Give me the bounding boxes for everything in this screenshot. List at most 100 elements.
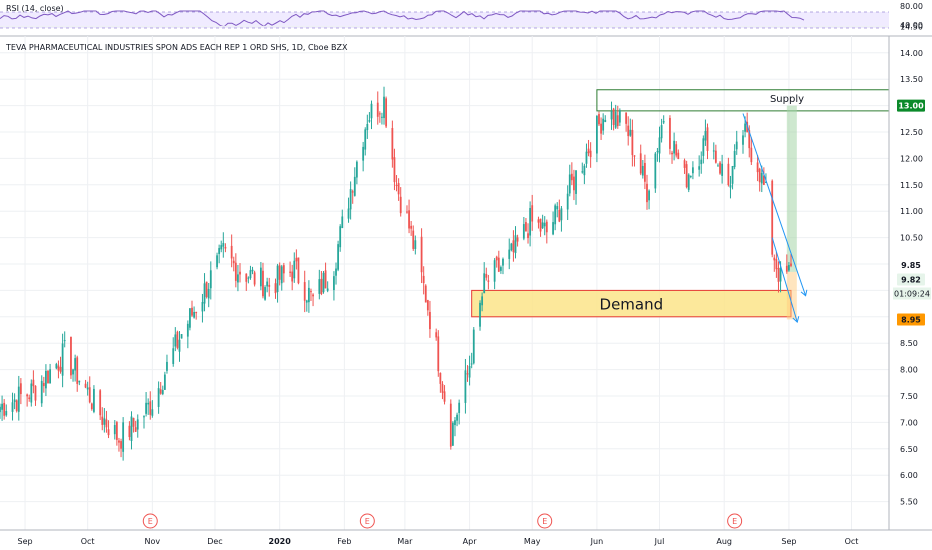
candle-body bbox=[514, 235, 517, 254]
candle-body bbox=[297, 257, 300, 284]
candle-body bbox=[731, 165, 734, 184]
candle-body bbox=[289, 271, 292, 273]
candle-body bbox=[364, 129, 367, 150]
candle-body bbox=[439, 372, 442, 384]
price-tick-label: 12.50 bbox=[900, 128, 923, 137]
candle-body bbox=[470, 363, 473, 365]
candle-body bbox=[414, 240, 417, 249]
time-tick-label: Sep bbox=[781, 537, 796, 546]
candle-body bbox=[631, 129, 634, 156]
candle-body bbox=[326, 288, 329, 291]
candle-body bbox=[412, 230, 415, 249]
target-badge bbox=[897, 99, 925, 112]
candle-body bbox=[458, 402, 461, 413]
countdown-badge bbox=[893, 287, 931, 300]
candle-body bbox=[166, 361, 168, 371]
candle-body bbox=[700, 159, 703, 165]
candle-body bbox=[310, 291, 312, 293]
candle-body bbox=[660, 125, 663, 139]
candle-body bbox=[40, 380, 43, 404]
candle-body bbox=[251, 269, 254, 272]
candle-body bbox=[704, 130, 707, 141]
grid bbox=[0, 25, 889, 530]
candle-body bbox=[641, 165, 644, 176]
candle-body bbox=[264, 287, 266, 300]
candle-body bbox=[748, 130, 751, 149]
candle-body bbox=[174, 334, 177, 347]
candle-body bbox=[424, 285, 427, 303]
candle-body bbox=[341, 216, 344, 229]
candle-body bbox=[698, 166, 701, 170]
candle-body bbox=[531, 205, 534, 222]
candle-body bbox=[472, 329, 475, 364]
candle-body bbox=[103, 418, 106, 425]
candle-body bbox=[762, 175, 765, 185]
stop-badge-text: 8.95 bbox=[901, 315, 921, 324]
candle-body bbox=[207, 288, 210, 299]
candle-body bbox=[63, 340, 66, 342]
candle-body bbox=[70, 336, 72, 376]
candle-body bbox=[115, 422, 118, 440]
rsi-band bbox=[0, 12, 889, 28]
price-tick-label: 6.50 bbox=[900, 445, 918, 454]
candle-body bbox=[259, 267, 262, 287]
candle-body bbox=[602, 118, 605, 131]
candle-body bbox=[735, 141, 738, 150]
candle-body bbox=[512, 240, 515, 253]
candle-body bbox=[347, 208, 350, 219]
candle-body bbox=[291, 271, 294, 282]
candle-body bbox=[74, 358, 77, 371]
candle-body bbox=[93, 388, 95, 412]
candle-body bbox=[790, 263, 792, 266]
chart-title: TEVA PHARMACEUTICAL INDUSTRIES SPON ADS … bbox=[5, 43, 348, 52]
candle-body bbox=[633, 155, 636, 157]
candle-body bbox=[522, 224, 525, 239]
candle-body bbox=[648, 190, 650, 201]
candle-body bbox=[573, 176, 575, 191]
candle-body bbox=[719, 162, 721, 174]
candle-body bbox=[556, 206, 559, 210]
candle-body bbox=[15, 400, 18, 411]
candle-body bbox=[785, 265, 788, 272]
candle-body bbox=[485, 273, 488, 278]
candle-body bbox=[105, 419, 108, 428]
candle-body bbox=[385, 98, 388, 127]
earnings-marker-label: E bbox=[365, 517, 370, 526]
candle-body bbox=[420, 236, 423, 273]
candle-body bbox=[130, 416, 133, 441]
candle-body bbox=[435, 332, 438, 338]
candle-body bbox=[539, 218, 542, 232]
candle-body bbox=[706, 127, 709, 151]
candle-body bbox=[406, 211, 408, 213]
candle-body bbox=[245, 273, 248, 282]
candle-body bbox=[0, 406, 1, 413]
candle-body bbox=[675, 144, 678, 156]
time-tick-label: Oct bbox=[845, 537, 859, 546]
candle-body bbox=[230, 245, 233, 259]
candle-body bbox=[449, 403, 452, 447]
candle-body bbox=[353, 176, 356, 196]
candle-body bbox=[76, 357, 79, 384]
candle-body bbox=[391, 128, 394, 160]
stop-badge bbox=[897, 313, 925, 326]
candle-body bbox=[159, 389, 162, 394]
candle-body bbox=[161, 390, 164, 395]
candle-body bbox=[771, 180, 774, 255]
candle-body bbox=[249, 270, 252, 279]
candle-body bbox=[508, 249, 511, 259]
candle-body bbox=[19, 383, 22, 395]
candle-body bbox=[510, 243, 513, 251]
last-price-badge-text: 9.85 bbox=[901, 261, 921, 270]
candle-body bbox=[186, 323, 189, 337]
candle-body bbox=[30, 383, 33, 403]
time-axis[interactable]: Sep Oct Nov Dec 2020 Feb Mar Apr May Jun Jul Aug Sep… bbox=[18, 537, 859, 546]
time-tick-label: Oct bbox=[81, 537, 95, 546]
zones: Supply Demand bbox=[471, 89, 890, 320]
candle-body bbox=[395, 184, 398, 186]
candle-body bbox=[176, 331, 179, 348]
candle-body bbox=[143, 416, 145, 418]
candle-body bbox=[721, 163, 724, 176]
candle-body bbox=[339, 226, 342, 248]
candle-body bbox=[570, 173, 573, 181]
